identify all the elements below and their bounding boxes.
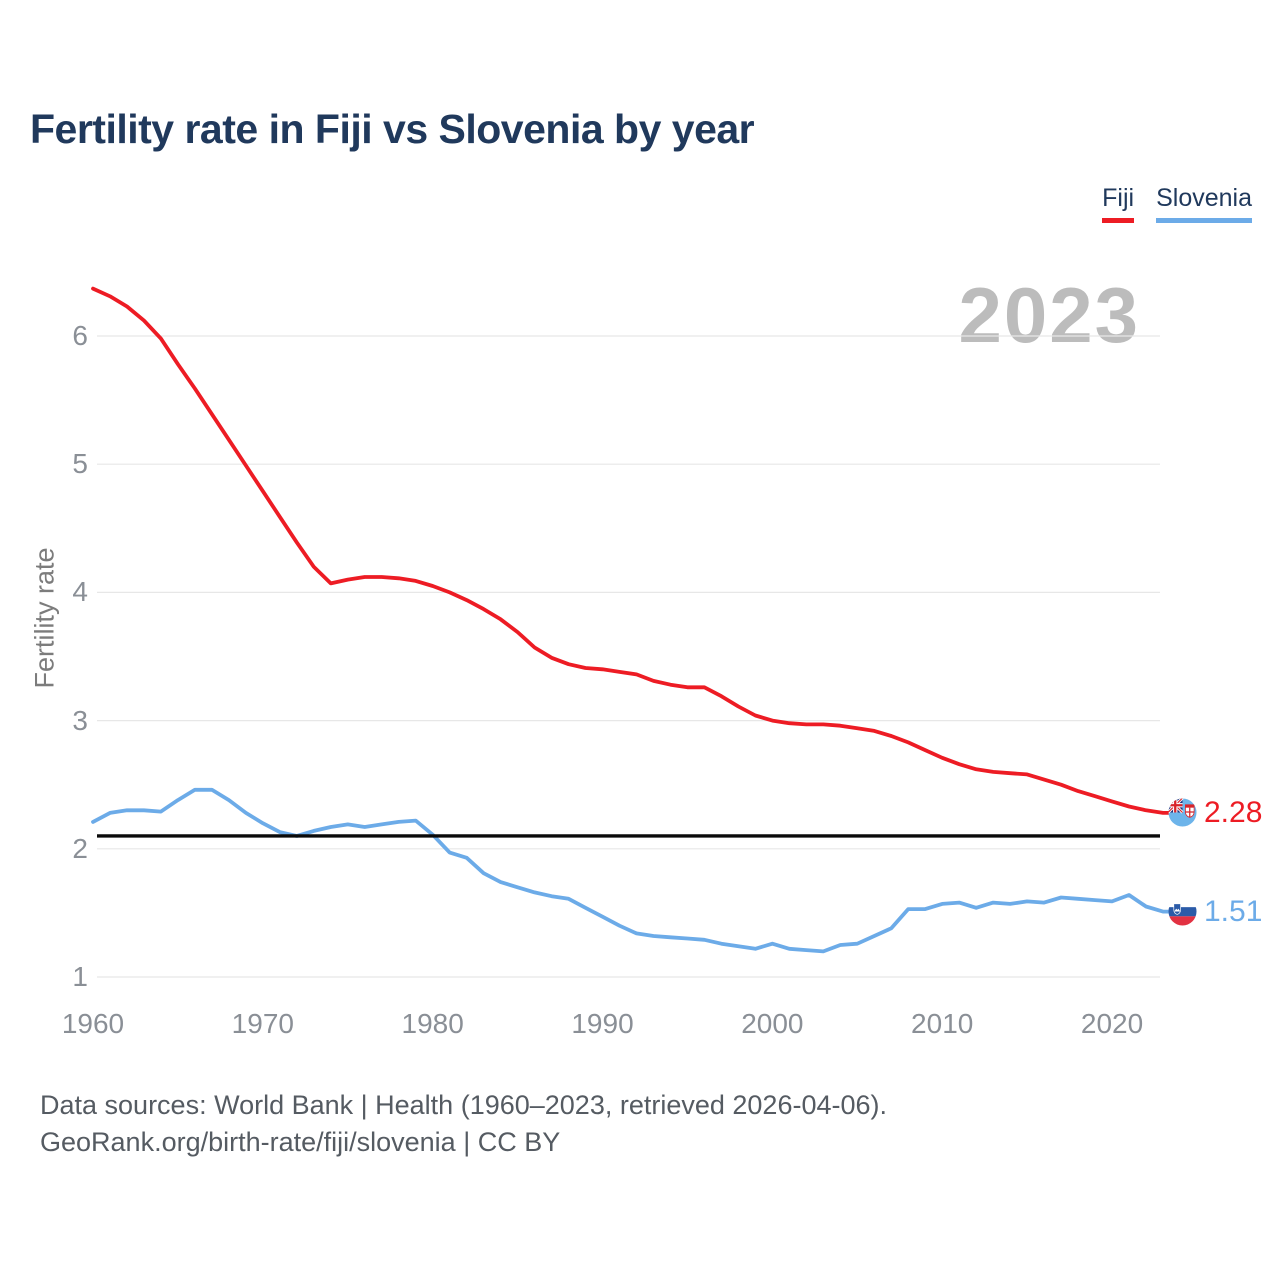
x-tick-label: 2020 (1080, 1008, 1144, 1039)
end-label-fiji: 2.28 (1168, 795, 1263, 829)
end-label-slovenia: 1.51 (1168, 894, 1263, 928)
x-tick-label: 1990 (571, 1008, 634, 1039)
fiji-flag-icon (1168, 798, 1197, 827)
slovenia-flag-icon (1168, 897, 1197, 926)
legend-item-fiji[interactable]: Fiji (1102, 184, 1135, 223)
x-tick-label: 1980 (401, 1008, 464, 1039)
x-tick-label: 2000 (741, 1008, 804, 1039)
footer-sources: Data sources: World Bank | Health (1960–… (40, 1090, 887, 1120)
x-tick-label: 1970 (231, 1008, 294, 1039)
legend-item-slovenia[interactable]: Slovenia (1156, 184, 1252, 223)
end-value-fiji: 2.28 (1204, 795, 1263, 829)
x-tick-label: 2010 (911, 1008, 974, 1039)
legend-label-slovenia: Slovenia (1156, 184, 1252, 212)
x-tick-label: 1960 (61, 1008, 125, 1039)
data-series-lines (91, 286, 1174, 954)
y-tick-label: 5 (72, 448, 88, 480)
y-tick-label: 1 (72, 961, 88, 992)
gridlines (97, 335, 1160, 978)
legend-label-fiji: Fiji (1102, 184, 1135, 212)
chart-title: Fertility rate in Fiji vs Slovenia by ye… (30, 106, 755, 152)
end-value-slovenia: 1.51 (1204, 894, 1263, 928)
y-tick-label: 4 (72, 576, 88, 608)
y-tick-label: 6 (72, 320, 88, 351)
y-axis-title: Fertility rate (29, 547, 60, 689)
footer-attribution: GeoRank.org/birth-rate/fiji/slovenia | C… (40, 1127, 561, 1157)
series-line-slovenia (91, 787, 1174, 954)
series-line-fiji (91, 286, 1174, 815)
y-tick-label: 2 (72, 832, 88, 864)
y-tick-label: 3 (72, 704, 88, 736)
legend: Fiji Slovenia (1102, 184, 1252, 223)
watermark-year: 2023 (958, 271, 1140, 359)
footer: Data sources: World Bank | Health (1960–… (40, 1087, 887, 1161)
